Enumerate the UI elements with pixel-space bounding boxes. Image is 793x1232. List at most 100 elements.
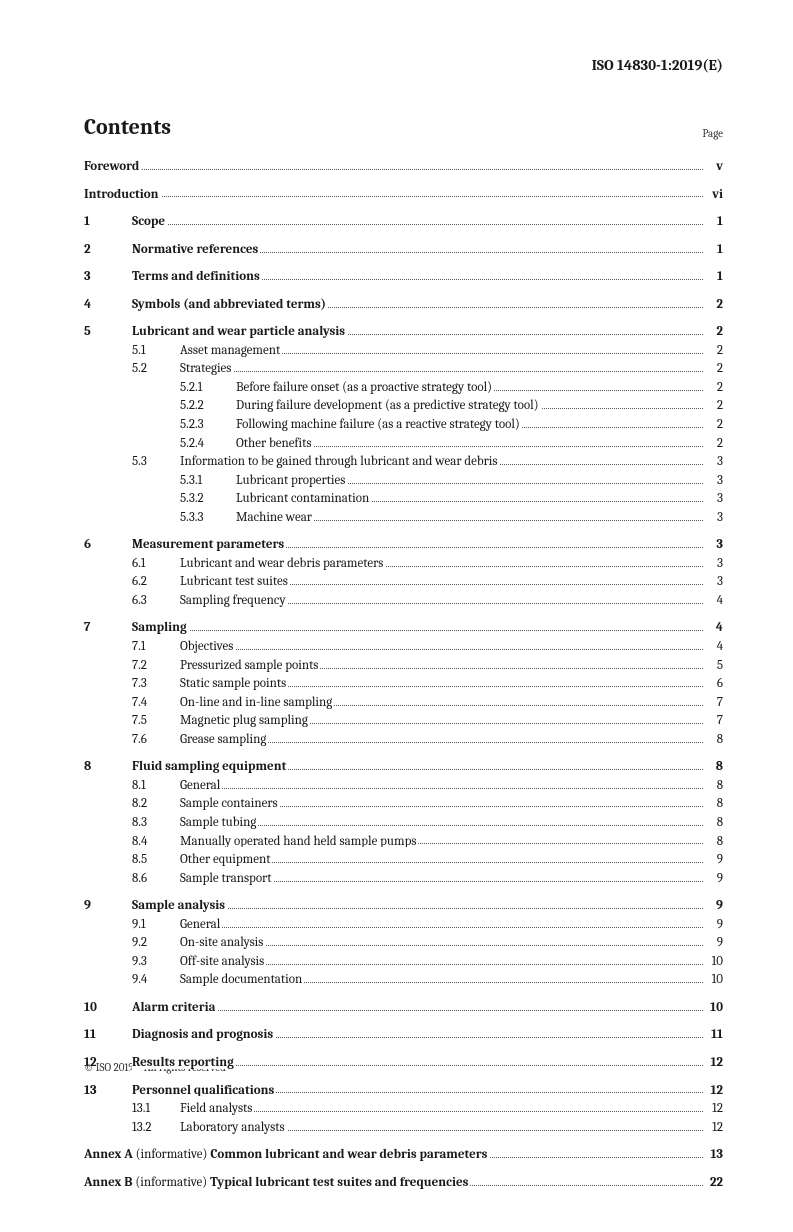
toc-entry-annex-b: Annex B (informative) Typical lubricant … xyxy=(84,1174,723,1192)
toc-title: Sample containers xyxy=(180,796,280,810)
toc-num: 3 xyxy=(84,268,132,286)
contents-title: Contents xyxy=(84,114,171,140)
toc-entry: 6.2Lubricant test suites 3 xyxy=(84,573,723,591)
toc-page: 3 xyxy=(703,573,723,591)
toc-num: 4 xyxy=(84,296,132,314)
toc-title: Lubricant properties xyxy=(236,473,347,487)
toc-subnum: 9.4 xyxy=(132,971,180,989)
toc-entry: 9.1General9 xyxy=(84,916,723,934)
toc-title: Sample analysis xyxy=(132,898,227,912)
toc-title: General xyxy=(180,778,222,792)
toc-entry: 5.3.1 Lubricant properties 3 xyxy=(84,472,723,490)
toc-page: 9 xyxy=(703,851,723,869)
toc-subnum: 6.2 xyxy=(132,573,180,591)
toc-subnum: 5.2 xyxy=(132,360,180,378)
toc-subsubnum: 5.3.3 xyxy=(180,509,236,527)
toc-entry: 8.2Sample containers 8 xyxy=(84,795,723,813)
toc-entry: 8.1General8 xyxy=(84,777,723,795)
toc-subsubnum: 5.2.2 xyxy=(180,397,236,415)
toc-title: Personnel qualifications xyxy=(132,1083,276,1097)
toc-entry: 8.4Manually operated hand held sample pu… xyxy=(84,833,723,851)
toc-subnum: 8.4 xyxy=(132,833,180,851)
toc-entry: 7 Sampling 4 xyxy=(84,619,723,637)
toc-entry: 9.4Sample documentation10 xyxy=(84,971,723,989)
toc-subnum: 8.3 xyxy=(132,814,180,832)
toc-subnum: 5.1 xyxy=(132,342,180,360)
toc-entry: 1 Scope 1 xyxy=(84,213,723,231)
toc-page: 3 xyxy=(703,509,723,527)
toc-title: Following machine failure (as a reactive… xyxy=(236,417,522,431)
toc-entry: 3 Terms and definitions 1 xyxy=(84,268,723,286)
toc-page: 2 xyxy=(703,435,723,453)
toc-entry: 5.2 Strategies 2 xyxy=(84,360,723,378)
toc-title: Sample tubing xyxy=(180,815,258,829)
toc-title: During failure development (as a predict… xyxy=(236,398,541,412)
toc-entry-foreword: Foreword v xyxy=(84,158,723,176)
toc-subnum: 7.3 xyxy=(132,675,180,693)
toc-title: On-line and in-line sampling xyxy=(180,695,334,709)
toc-title: Lubricant test suites xyxy=(180,574,290,588)
toc-entry: 7.5Magnetic plug sampling 7 xyxy=(84,712,723,730)
toc-title: Magnetic plug sampling xyxy=(180,713,310,727)
toc-page: 2 xyxy=(703,360,723,378)
toc-subnum: 13.2 xyxy=(132,1119,180,1137)
toc-subnum: 8.1 xyxy=(132,777,180,795)
toc-title: Information to be gained through lubrica… xyxy=(180,454,499,468)
toc-title: Scope xyxy=(132,214,167,228)
toc-page: 3 xyxy=(703,555,723,573)
toc-title: Results reporting xyxy=(132,1055,236,1069)
toc-subnum: 6.3 xyxy=(132,592,180,610)
toc-subnum: 9.3 xyxy=(132,953,180,971)
toc-page: 8 xyxy=(703,758,723,776)
document-header: ISO 14830-1:2019(E) xyxy=(84,56,723,74)
toc-entry: 5.2.2 During failure development (as a p… xyxy=(84,397,723,415)
toc-num: 6 xyxy=(84,536,132,554)
toc-page: 12 xyxy=(703,1119,723,1137)
toc-subsubnum: 5.2.1 xyxy=(180,379,236,397)
toc-subnum: 7.2 xyxy=(132,657,180,675)
toc-entry: 5.2.3 Following machine failure (as a re… xyxy=(84,416,723,434)
toc-page: 22 xyxy=(703,1174,723,1192)
toc-title: Machine wear xyxy=(236,510,314,524)
toc-entry: 5 Lubricant and wear particle analysis 2 xyxy=(84,323,723,341)
toc-entry: 10 Alarm criteria 10 xyxy=(84,999,723,1017)
toc-entry: 8.3Sample tubing8 xyxy=(84,814,723,832)
toc-page: 8 xyxy=(703,731,723,749)
toc-subnum: 9.2 xyxy=(132,934,180,952)
toc-title: Alarm criteria xyxy=(132,1000,217,1014)
toc-num: 7 xyxy=(84,619,132,637)
toc-page: 9 xyxy=(703,934,723,952)
toc-subnum: 7.5 xyxy=(132,712,180,730)
toc-page: 7 xyxy=(703,694,723,712)
toc-subnum: 5.3 xyxy=(132,453,180,471)
toc-entry: 5.1 Asset management 2 xyxy=(84,342,723,360)
toc-subnum: 8.2 xyxy=(132,795,180,813)
toc-entry: 9.3Off-site analysis10 xyxy=(84,953,723,971)
toc-page: 6 xyxy=(703,675,723,693)
toc-title: General xyxy=(180,917,222,931)
toc-page: 5 xyxy=(703,657,723,675)
toc-title: Other equipment xyxy=(180,852,272,866)
toc-title: Strategies xyxy=(180,361,233,375)
toc-subnum: 13.1 xyxy=(132,1100,180,1118)
toc-title: Diagnosis and prognosis xyxy=(132,1027,275,1041)
toc-title: Objectives xyxy=(180,639,235,653)
toc-entry: 5.3.2 Lubricant contamination 3 xyxy=(84,490,723,508)
toc-page: 2 xyxy=(703,342,723,360)
toc-entry: 7.1Objectives4 xyxy=(84,638,723,656)
annex-title: Annex A (informative) Common lubricant a… xyxy=(84,1147,489,1161)
toc-page: 11 xyxy=(703,1026,723,1044)
toc-page: 8 xyxy=(703,795,723,813)
toc-page: 10 xyxy=(703,999,723,1017)
toc-entry: 6.1Lubricant and wear debris parameters3 xyxy=(84,555,723,573)
toc-page: 7 xyxy=(703,712,723,730)
toc-page: 9 xyxy=(703,870,723,888)
toc-entry: 13.1Field analysts12 xyxy=(84,1100,723,1118)
toc-subnum: 8.6 xyxy=(132,870,180,888)
toc-page: 12 xyxy=(703,1100,723,1118)
toc-page: 1 xyxy=(703,241,723,259)
toc-page: v xyxy=(703,158,723,176)
annex-title: Annex B (informative) Typical lubricant … xyxy=(84,1175,470,1189)
toc-title: Terms and definitions xyxy=(132,269,262,283)
toc-page: 3 xyxy=(703,453,723,471)
